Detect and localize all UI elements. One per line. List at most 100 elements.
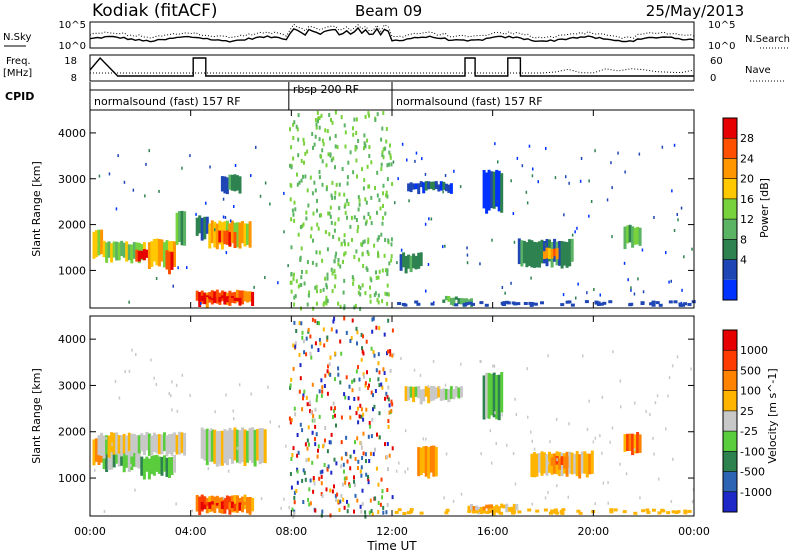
range-cell xyxy=(290,457,293,461)
range-cell xyxy=(321,138,324,143)
range-cell xyxy=(205,216,209,234)
range-cell xyxy=(353,509,355,514)
range-cell xyxy=(512,503,516,511)
range-cell xyxy=(127,244,131,261)
range-cell xyxy=(320,474,323,479)
range-cell xyxy=(107,463,110,467)
range-cell xyxy=(134,488,136,492)
range-cell xyxy=(355,117,358,122)
range-cell xyxy=(424,172,427,176)
range-cell xyxy=(633,227,637,245)
range-cell xyxy=(346,198,349,203)
range-cell xyxy=(326,299,329,303)
y-tick-label: 2000 xyxy=(58,219,86,232)
range-cell xyxy=(432,359,435,363)
range-cell xyxy=(195,495,199,512)
range-cell xyxy=(259,194,262,198)
range-cell xyxy=(296,172,298,177)
range-cell xyxy=(430,217,433,221)
range-cell xyxy=(599,434,601,438)
cpid-mode-label: rbsp 200 RF xyxy=(293,83,359,96)
y-tick-label: 3000 xyxy=(58,379,86,392)
range-cell xyxy=(326,335,329,340)
range-cell xyxy=(475,510,479,514)
range-cell xyxy=(110,450,114,470)
range-cell xyxy=(330,470,333,475)
range-cell xyxy=(568,181,570,185)
range-cell xyxy=(479,301,484,305)
range-cell xyxy=(354,483,356,488)
range-cell xyxy=(429,181,433,189)
range-cell xyxy=(424,446,428,477)
range-cell xyxy=(371,317,374,322)
range-cell xyxy=(333,228,336,233)
range-cell xyxy=(631,433,635,456)
range-cell xyxy=(470,504,473,512)
range-cell xyxy=(384,291,387,296)
range-cell xyxy=(232,417,235,421)
range-cell xyxy=(427,387,431,404)
range-cell xyxy=(220,430,224,466)
range-cell xyxy=(316,454,319,459)
range-cell xyxy=(140,250,144,259)
range-cell xyxy=(358,387,361,392)
range-cell xyxy=(555,248,559,260)
range-cell xyxy=(510,281,512,285)
range-cell xyxy=(342,462,345,467)
range-cell xyxy=(122,451,126,473)
range-cell xyxy=(382,367,385,372)
range-cell xyxy=(308,290,311,295)
range-cell xyxy=(373,404,376,409)
range-cell xyxy=(309,351,312,356)
range-cell xyxy=(130,244,134,264)
range-cell xyxy=(175,212,179,245)
range-cell xyxy=(457,298,461,305)
range-cell xyxy=(638,227,642,246)
colorbar-segment xyxy=(723,491,737,512)
range-cell xyxy=(298,180,301,185)
range-cell xyxy=(337,217,340,222)
range-cell xyxy=(225,230,229,245)
range-cell xyxy=(328,362,331,367)
range-cell xyxy=(302,393,305,398)
range-cell xyxy=(218,297,222,303)
range-cell xyxy=(319,470,322,475)
range-cell xyxy=(636,226,640,245)
range-cell xyxy=(382,111,385,115)
range-cell xyxy=(306,402,309,407)
velocity-frame xyxy=(89,315,695,517)
range-cell xyxy=(359,307,362,311)
range-cell xyxy=(168,457,171,478)
range-cell xyxy=(321,159,324,164)
range-cell xyxy=(357,290,360,295)
range-cell xyxy=(385,190,388,195)
range-cell xyxy=(155,277,158,280)
range-cell xyxy=(238,176,242,194)
range-cell xyxy=(353,215,356,220)
range-cell xyxy=(317,119,319,124)
range-cell xyxy=(180,210,184,246)
range-cell xyxy=(609,440,611,444)
colorbar-segment xyxy=(723,390,737,411)
range-cell xyxy=(309,501,312,506)
range-cell xyxy=(321,509,324,514)
range-cell xyxy=(210,290,214,305)
range-cell xyxy=(248,221,252,248)
range-cell xyxy=(111,443,113,447)
nave-label: Nave xyxy=(745,65,771,76)
range-cell xyxy=(309,400,311,405)
range-cell xyxy=(348,484,351,488)
range-cell xyxy=(376,112,379,117)
range-cell xyxy=(341,167,344,171)
range-cell xyxy=(438,386,440,389)
range-cell xyxy=(325,187,328,192)
range-cell xyxy=(631,226,635,248)
colorbar-tick-label: 12 xyxy=(740,213,754,226)
range-cell xyxy=(258,427,262,465)
range-cell xyxy=(330,432,333,437)
range-cell xyxy=(301,270,303,274)
velocity-ylabel: Slant Range [km] xyxy=(30,368,43,464)
range-cell xyxy=(352,126,354,131)
range-cell xyxy=(304,151,307,156)
range-cell xyxy=(328,232,331,237)
